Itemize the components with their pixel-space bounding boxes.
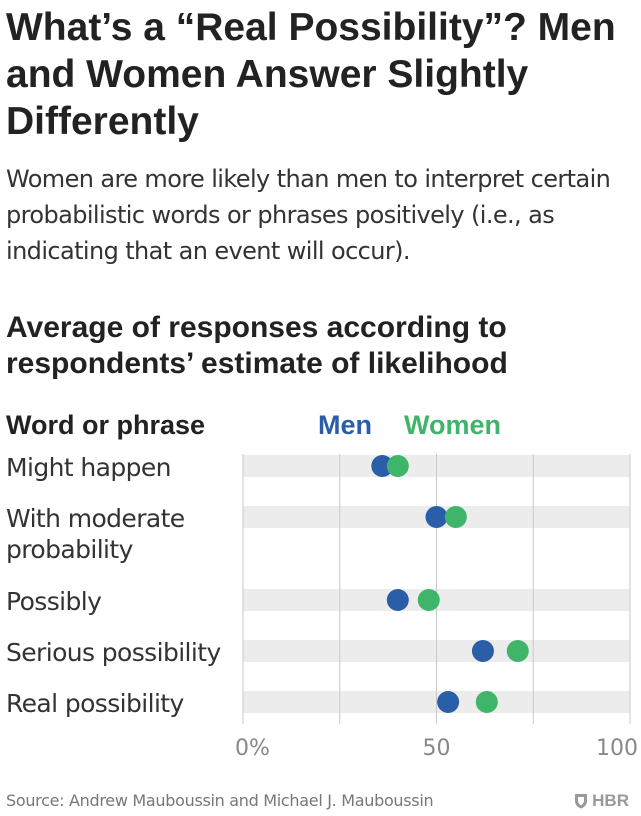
dot-women: [386, 455, 409, 477]
chart-subtitle: Women are more likely than men to interp…: [6, 165, 611, 265]
brand-logo: HBR: [574, 791, 629, 811]
category-label-line: Real possibility: [6, 689, 185, 718]
category-label: Serious possibility: [6, 638, 221, 667]
dot-women: [506, 640, 529, 662]
dot-women: [444, 506, 467, 528]
category-label-line: With moderate: [6, 504, 185, 533]
x-tick-label: 50: [423, 736, 451, 761]
chart-main-title: What’s a “Real Possibility”? Men and Wom…: [6, 6, 616, 143]
x-tick-label: 100: [596, 736, 638, 761]
legend-men: Men: [318, 410, 372, 440]
dot-men: [437, 691, 460, 713]
category-header: Word or phrase: [6, 410, 205, 440]
category-label-line: probability: [6, 535, 134, 564]
source-note: Source: Andrew Mauboussin and Michael J.…: [6, 791, 434, 810]
dot-women: [417, 589, 440, 611]
dot-men: [371, 455, 394, 477]
category-label-line: Might happen: [6, 453, 171, 482]
dot-men: [425, 506, 448, 528]
x-tick-label: 0%: [235, 736, 270, 761]
category-label: Possibly: [6, 587, 102, 616]
dot-men: [471, 640, 494, 662]
category-label: Might happen: [6, 453, 171, 482]
chart-section-title: Average of responses according to respon…: [6, 311, 508, 380]
legend-women: Women: [404, 410, 501, 440]
dot-women: [475, 691, 498, 713]
category-label-line: Serious possibility: [6, 638, 221, 667]
dot-plot-chart: Word or phrase Men Women Might happen With m…: [6, 410, 638, 761]
shield-icon: [575, 794, 588, 809]
category-label-line: Possibly: [6, 587, 102, 616]
brand-label: HBR: [592, 791, 629, 810]
dot-men: [386, 589, 409, 611]
category-label: Real possibility: [6, 689, 185, 718]
category-label: With moderate probability: [6, 504, 185, 564]
